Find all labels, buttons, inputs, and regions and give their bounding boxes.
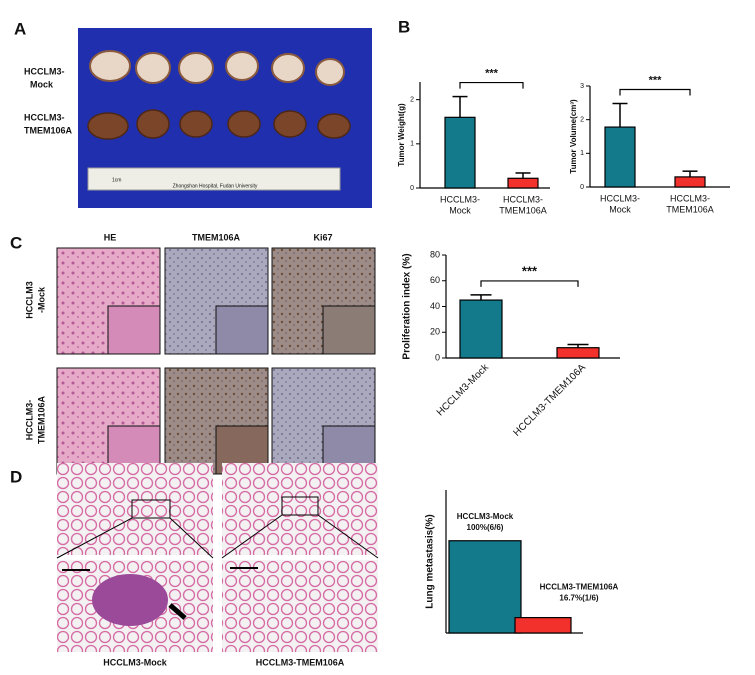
caption: HCCLM3-TMEM106A bbox=[256, 657, 345, 667]
ruler-text: Zhongshan Hospital, Fudan University bbox=[173, 183, 258, 189]
panel-label: C bbox=[10, 233, 22, 252]
bar bbox=[556, 347, 600, 359]
x-tick-label: HCCLM3- bbox=[600, 193, 640, 203]
lung-sections bbox=[56, 463, 379, 652]
y-axis-label: Tumor Weight(g) bbox=[397, 103, 406, 167]
x-tick-label: Mock bbox=[449, 205, 471, 215]
panel-label: D bbox=[10, 467, 22, 486]
x-tick-label: HCCLM3-Mock bbox=[435, 362, 492, 419]
y-tick-label: 2 bbox=[410, 97, 414, 104]
row-label: HCCLM3- bbox=[24, 400, 34, 441]
y-axis-label: Lung metastasis(%) bbox=[425, 514, 436, 608]
significance-label: *** bbox=[485, 67, 499, 79]
bar bbox=[514, 616, 572, 634]
significance-label: *** bbox=[522, 263, 538, 278]
column-label: HE bbox=[104, 232, 117, 242]
bar bbox=[604, 126, 636, 188]
significance-bracket bbox=[480, 280, 579, 287]
panel-label: A bbox=[14, 19, 26, 38]
y-axis-label: Tumor Volume(cm³) bbox=[569, 99, 578, 174]
bar-label: HCCLM3-Mock bbox=[457, 512, 514, 521]
x-tick-label: Mock bbox=[609, 204, 631, 214]
bar bbox=[507, 177, 539, 189]
y-tick-label: 20 bbox=[430, 327, 440, 337]
value-label: 100%(6/6) bbox=[467, 523, 504, 532]
column-label: TMEM106A bbox=[192, 232, 241, 242]
y-tick-label: 80 bbox=[430, 249, 440, 259]
y-tick-label: 40 bbox=[430, 301, 440, 311]
value-label: 16.7%(1/6) bbox=[559, 594, 598, 603]
x-tick-label: HCCLM3- bbox=[670, 193, 710, 203]
y-tick-label: 60 bbox=[430, 275, 440, 285]
y-tick-label: 1 bbox=[410, 141, 414, 148]
row-label: TMEM106A bbox=[36, 395, 46, 444]
panel-label: B bbox=[398, 17, 410, 36]
x-tick-label: HCCLM3- bbox=[503, 194, 543, 204]
y-tick-label: 0 bbox=[435, 352, 440, 362]
x-tick-label: TMEM106A bbox=[499, 205, 547, 215]
row-label: HCCLM3 bbox=[24, 281, 34, 319]
caption: HCCLM3-Mock bbox=[103, 657, 167, 667]
row-label: HCCLM3- bbox=[24, 112, 65, 122]
x-tick-label: TMEM106A bbox=[666, 204, 714, 214]
x-tick-label: HCCLM3-TMEM106A bbox=[511, 362, 588, 439]
row-label: TMEM106A bbox=[24, 125, 73, 135]
significance-bracket bbox=[619, 88, 691, 96]
ruler-unit: 1cm bbox=[112, 177, 121, 183]
bar-label: HCCLM3-TMEM106A bbox=[540, 583, 619, 592]
tumor-photo bbox=[78, 28, 372, 208]
significance-bracket bbox=[459, 81, 524, 89]
bar bbox=[448, 540, 522, 634]
row-label: HCCLM3- bbox=[24, 66, 65, 76]
significance-label: *** bbox=[649, 74, 663, 86]
bar bbox=[444, 116, 476, 189]
y-tick-label: 3 bbox=[580, 83, 584, 90]
bar bbox=[674, 176, 706, 188]
y-tick-label: 0 bbox=[410, 185, 414, 192]
x-tick-label: HCCLM3- bbox=[440, 194, 480, 204]
bar bbox=[459, 299, 503, 359]
y-tick-label: 2 bbox=[580, 117, 584, 124]
row-label: -Mock bbox=[36, 286, 46, 313]
y-axis-label: Proliferation index (%) bbox=[402, 253, 413, 359]
y-tick-label: 0 bbox=[580, 184, 584, 191]
y-tick-label: 1 bbox=[580, 150, 584, 157]
column-label: Ki67 bbox=[313, 232, 332, 242]
row-label: Mock bbox=[30, 79, 54, 89]
micrographs bbox=[56, 247, 376, 475]
